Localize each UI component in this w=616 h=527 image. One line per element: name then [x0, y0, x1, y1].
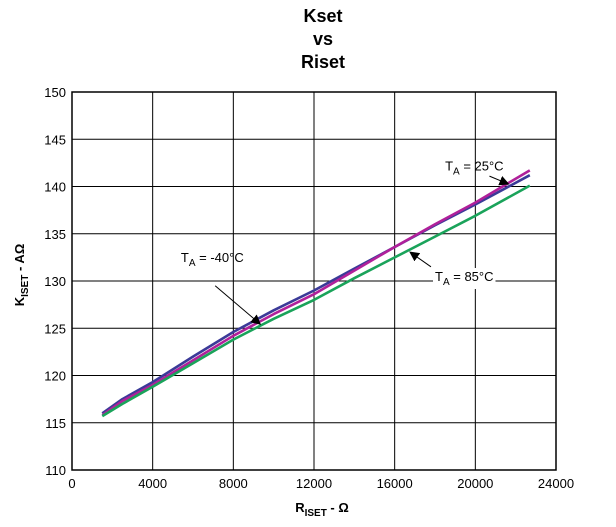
annotation-rest: = -40°C [196, 250, 244, 265]
x-tick-label: 16000 [377, 476, 413, 491]
annotation-main: T [435, 269, 443, 284]
x-axis-label-suffix: - Ω [327, 500, 349, 515]
series-line-2 [101, 184, 531, 418]
y-tick-label: 145 [44, 132, 66, 147]
y-tick-label: 110 [45, 463, 66, 478]
annotation-rest: = 25°C [460, 158, 504, 173]
y-tick-labels: 110 115 120 125 130 135 140 145 150 [44, 85, 66, 478]
y-axis-label: KISET - AΩ [12, 244, 31, 307]
x-tick-label: 8000 [219, 476, 248, 491]
y-axis-label-main: K [12, 296, 27, 306]
chart-title-line-2: vs [313, 29, 333, 49]
y-axis-label-suffix: - AΩ [12, 244, 27, 275]
plot-frame [71, 91, 557, 471]
annotations: TA = 25°CTA = -40°CTA = 85°C [181, 158, 510, 325]
x-axis-label: RISET - Ω [295, 500, 349, 519]
x-tick-label: 0 [68, 476, 75, 491]
annotation-label: TA = 85°C [435, 269, 494, 288]
x-axis-label-sub: ISET [305, 508, 327, 519]
x-tick-label: 24000 [538, 476, 574, 491]
annotation-sub: A [443, 277, 450, 288]
chart-title-line-1: Kset [303, 6, 342, 26]
annotation-sub: A [189, 258, 196, 269]
annotation-label-background [433, 268, 496, 289]
x-tick-label: 4000 [138, 476, 167, 491]
x-tick-label: 12000 [296, 476, 332, 491]
y-tick-label: 120 [44, 369, 66, 384]
y-tick-label: 140 [44, 180, 66, 195]
annotation-main: T [445, 158, 453, 173]
annotation-sub: A [453, 166, 460, 177]
annotation-label: TA = 25°C [445, 158, 504, 177]
annotation-arrow [214, 285, 262, 325]
series-layer [101, 169, 531, 418]
x-tick-labels: 0 4000 8000 12000 16000 20000 24000 [68, 476, 574, 491]
y-tick-label: 135 [44, 227, 66, 242]
y-tick-label: 115 [45, 416, 66, 431]
annotation-rest: = 85°C [450, 269, 494, 284]
y-tick-label: 125 [44, 321, 66, 336]
y-axis-label-sub: ISET [20, 275, 31, 297]
annotation-arrow [489, 175, 510, 186]
annotation-label: TA = -40°C [181, 250, 244, 269]
x-axis-label-main: R [295, 500, 305, 515]
y-tick-label: 130 [44, 274, 66, 289]
annotation-main: T [181, 250, 189, 265]
annotation-arrow [409, 251, 432, 268]
series-line-1 [101, 169, 531, 417]
y-tick-label: 150 [44, 85, 66, 100]
x-tick-label: 20000 [457, 476, 493, 491]
chart-title-line-3: Riset [301, 52, 345, 72]
